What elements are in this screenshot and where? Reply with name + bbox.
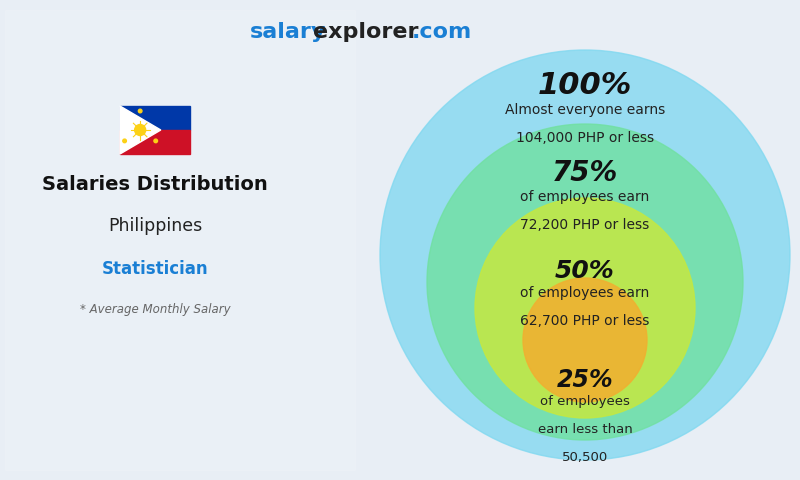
- Text: 50%: 50%: [555, 259, 615, 283]
- Text: 62,700 PHP or less: 62,700 PHP or less: [520, 314, 650, 328]
- Circle shape: [122, 139, 126, 143]
- Text: Almost everyone earns: Almost everyone earns: [505, 103, 665, 117]
- Text: 100%: 100%: [538, 71, 632, 100]
- Text: of employees earn: of employees earn: [520, 190, 650, 204]
- Text: 25%: 25%: [557, 368, 614, 392]
- Text: Philippines: Philippines: [108, 217, 202, 235]
- Bar: [120, 130, 190, 154]
- Bar: [5, 10, 355, 470]
- Circle shape: [427, 124, 743, 440]
- Text: of employees: of employees: [540, 395, 630, 408]
- Text: of employees earn: of employees earn: [520, 286, 650, 300]
- Text: 72,200 PHP or less: 72,200 PHP or less: [520, 218, 650, 232]
- Text: Statistician: Statistician: [102, 260, 208, 278]
- Text: 75%: 75%: [552, 159, 618, 187]
- Circle shape: [523, 278, 647, 402]
- Text: .com: .com: [412, 22, 472, 42]
- Text: explorer: explorer: [314, 22, 419, 42]
- Text: 50,500: 50,500: [562, 451, 608, 464]
- Circle shape: [134, 124, 146, 135]
- Bar: [120, 106, 190, 130]
- Circle shape: [138, 109, 142, 113]
- Text: * Average Monthly Salary: * Average Monthly Salary: [80, 303, 230, 316]
- Circle shape: [475, 198, 695, 418]
- Circle shape: [154, 139, 158, 143]
- Text: 104,000 PHP or less: 104,000 PHP or less: [516, 131, 654, 145]
- Circle shape: [380, 50, 790, 460]
- Bar: [120, 106, 190, 154]
- Text: earn less than: earn less than: [538, 423, 632, 436]
- Text: salary: salary: [250, 22, 326, 42]
- Text: Salaries Distribution: Salaries Distribution: [42, 175, 268, 194]
- Polygon shape: [120, 106, 161, 154]
